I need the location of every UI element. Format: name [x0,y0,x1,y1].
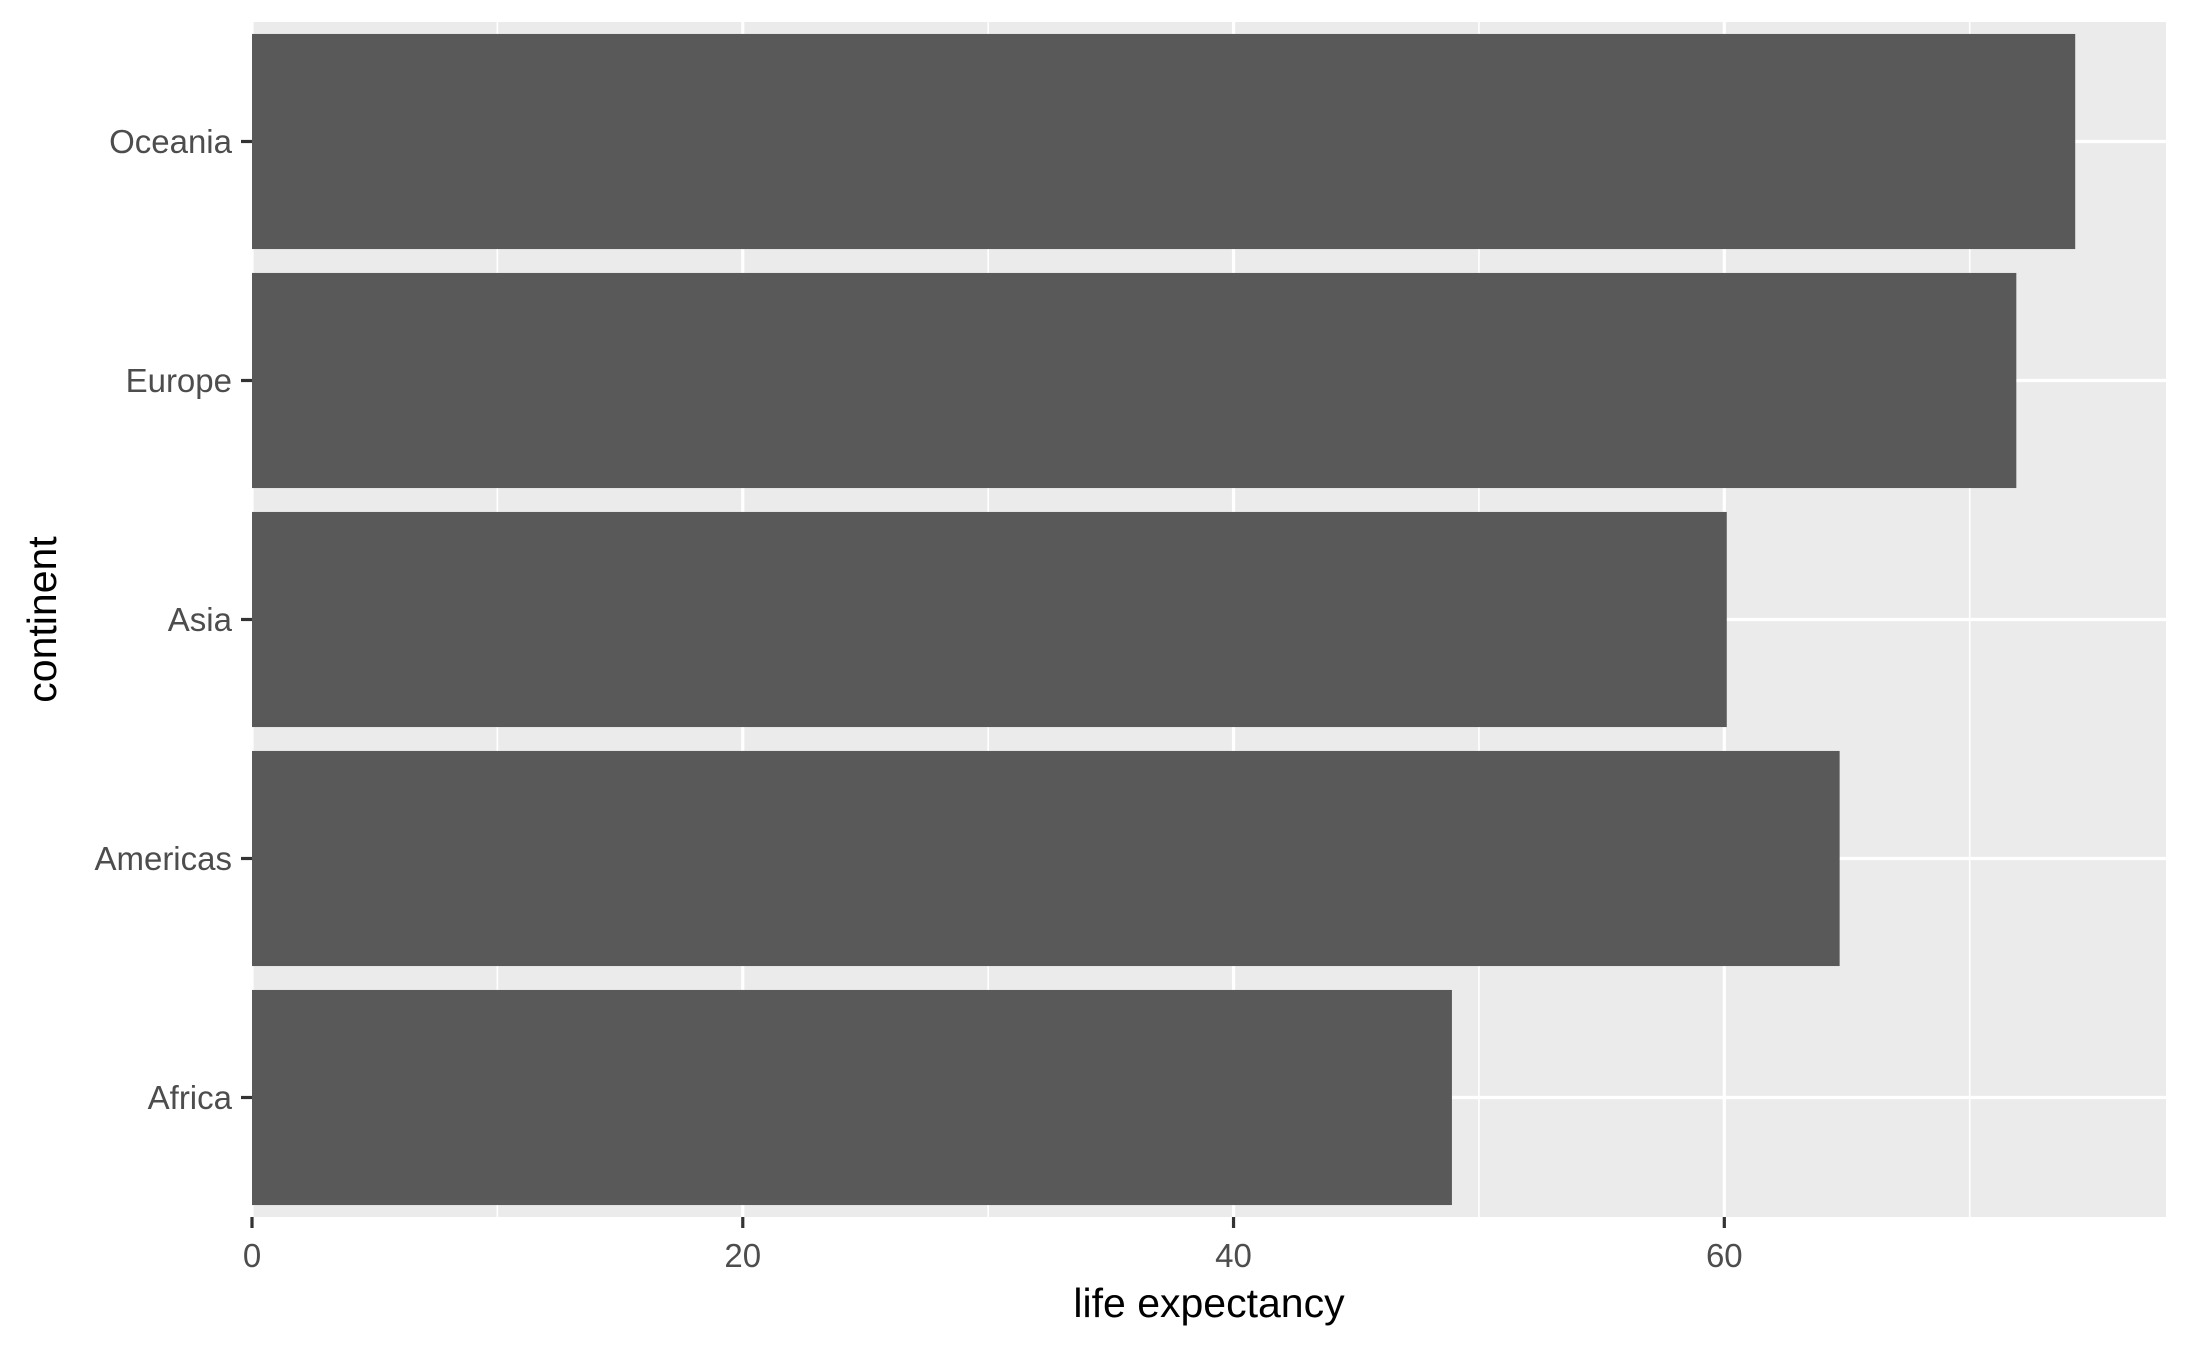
y-tick-label: Europe [126,362,232,399]
x-tick-label: 0 [243,1237,261,1274]
x-tick-label: 40 [1215,1237,1252,1274]
bar-asia [252,511,1727,728]
y-tick-label: Asia [168,601,233,638]
y-tick-label: Africa [148,1079,233,1116]
bar-americas [252,750,1840,967]
y-axis-title: continent [19,536,65,703]
y-axis: Africa Americas Asia Europe Oceania [94,123,252,1116]
bars [252,33,2076,1206]
bar-africa [252,989,1452,1206]
bar-oceania [252,33,2076,250]
x-tick-label: 20 [724,1237,761,1274]
y-tick-label: Americas [94,840,232,877]
bar-europe [252,272,2017,489]
y-tick-label: Oceania [109,123,233,160]
x-tick-label: 60 [1706,1237,1743,1274]
x-axis-title: life expectancy [1073,1280,1345,1326]
x-axis: 0 20 40 60 [243,1217,1743,1274]
